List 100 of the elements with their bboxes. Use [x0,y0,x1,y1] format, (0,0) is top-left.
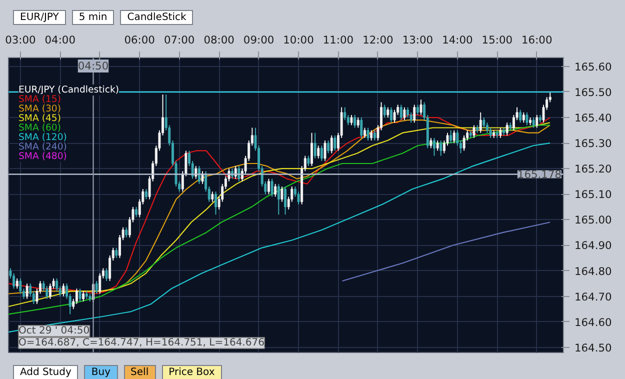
y-tick-label: 165.60 [574,60,612,74]
candlestick [214,191,217,216]
candlestick [366,127,370,142]
candlestick [277,183,280,216]
candlestick [499,127,502,138]
text: Add Study [13,365,78,379]
text: EUR/JPY [13,10,66,25]
candlestick [62,283,65,297]
candlestick [95,280,98,294]
candlestick [416,104,419,116]
text: SMA (45) [18,113,61,124]
x-tick-label: 11:00 [322,34,354,46]
candlestick [307,155,310,167]
candlestick [26,283,28,300]
legend-title: EUR/JPY (Candlestick) [18,84,119,96]
annotation: SMA (480) [18,151,67,162]
text: Sell [124,365,156,379]
candlestick [284,186,287,216]
annotation: 04:50 [78,60,109,72]
x-tick-label: 08:00 [204,34,235,46]
candlestick [144,188,148,200]
candlestick [280,186,284,202]
y-tick-label: 164.60 [574,316,612,329]
candlestick [354,114,356,128]
candlestick [350,114,353,126]
x-tick-label: 12:00 [362,34,394,46]
x-tick-label: 04:00 [44,34,76,46]
candlestick [267,178,270,195]
y-tick-label: 164.90 [574,239,612,252]
candlestick [211,191,214,202]
candlestick [536,114,538,128]
text: Price Box [162,365,222,379]
x-tick-label: 15:00 [482,34,513,46]
x-tick-label: 09:00 [243,34,274,46]
candlestick [526,112,528,126]
y-tick-label: 165.30 [574,137,612,150]
y-tick-label: 165.10 [574,188,612,202]
candlestick [440,140,442,156]
candlestick [274,183,277,198]
candlestick [270,178,274,198]
candlestick [400,104,402,121]
candlestick [344,106,346,121]
x-tick-label: 16:00 [522,34,552,46]
candlestick [522,112,525,124]
candlestick [393,109,396,124]
candlestick [386,106,390,118]
candlestick [370,130,373,142]
candlestick [360,117,363,138]
y-tick-label: 164.80 [574,264,612,278]
text: SMA (15) [18,94,61,105]
candlestick [519,109,522,124]
text: SMA (30) [18,104,61,114]
candlestick [78,288,82,302]
candlestick [373,130,376,142]
y-tick-label: 164.50 [574,341,612,354]
candlestick [115,247,118,258]
x-tick-label: 06:00 [124,34,156,46]
x-tick-label: 07:00 [164,34,195,46]
text: SMA (120) [18,132,67,143]
candlestick [420,99,422,116]
candlestick [430,137,432,149]
y-tick-label: 165.50 [574,86,612,99]
annotation: O=164.687, C=164.747, H=164.751, L=164.676 [18,338,264,348]
candlestick [413,104,416,124]
x-tick-label: 14:00 [442,34,473,46]
candlestick [327,140,330,154]
candlestick [314,132,316,159]
candlestick [479,112,482,134]
ref-line-label: 165.178 [517,168,562,182]
y-tick-label: 165.20 [574,162,612,176]
candlestick [532,117,535,128]
candlestick [105,268,108,282]
text: Buy [84,365,118,379]
candlestick [16,278,18,290]
candlestick [452,130,456,144]
text: SMA (240) [18,142,67,152]
candlestick [506,122,508,136]
candlestick [320,145,323,162]
candlestick [356,117,360,128]
x-tick-label: 10:00 [283,34,314,46]
candlestick [363,127,366,138]
candlestick [406,106,410,118]
candlestick [334,134,336,152]
candlestick [462,134,466,152]
candlestick [330,134,333,154]
candlestick [135,206,138,218]
candlestick [436,140,439,152]
candlestick [125,226,128,238]
text: 5 min [72,10,114,25]
candlestick [410,112,412,124]
candlestick [383,104,386,118]
text: SMA (60) [18,122,61,134]
line-series [342,222,551,282]
y-tick-label: 165.00 [574,214,612,227]
candlestick [450,130,452,144]
candlestick [317,145,320,159]
y-tick-label: 164.70 [574,290,612,304]
candlestick [82,290,85,302]
annotation: Oct 29 ' 04:50 [18,326,90,336]
x-tick-label: 13:00 [402,34,434,46]
